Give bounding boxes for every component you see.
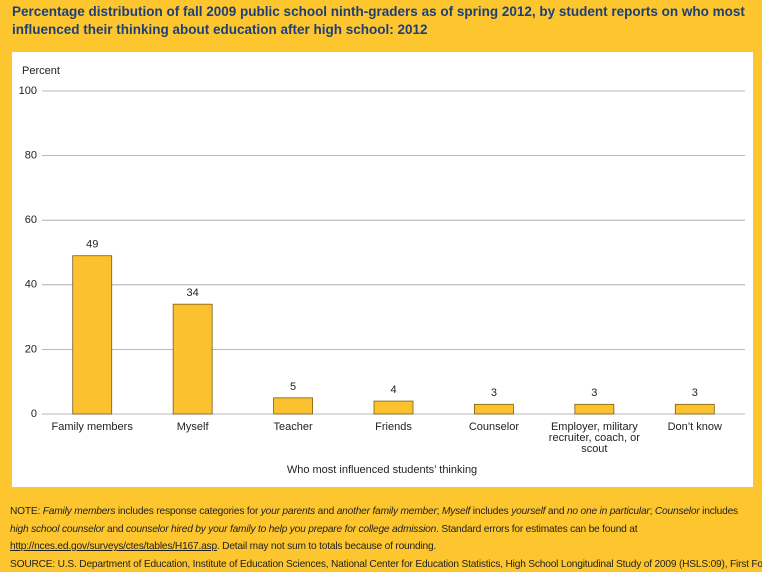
note-segment: includes (699, 506, 738, 517)
x-tick-label: Friends (375, 421, 412, 433)
y-tick-label: 20 (25, 343, 37, 355)
note-segment: no one in particular (566, 506, 650, 517)
y-tick-label: 0 (31, 408, 37, 420)
note-segment: and (104, 523, 127, 535)
note-segment: ; (436, 506, 442, 517)
bar (72, 255, 113, 415)
x-axis-label: Who most influenced students’ thinking (287, 464, 477, 476)
chart-title: Percentage distribution of fall 2009 pub… (12, 4, 745, 37)
note-segment: Family members (42, 506, 116, 517)
bar (373, 400, 414, 415)
note-segment: yourself (511, 506, 546, 517)
bar (273, 397, 313, 415)
note-segment: and (545, 506, 567, 517)
y-tick-label: 60 (25, 214, 37, 226)
note-segment: . Detail may not sum to totals because o… (216, 541, 437, 552)
x-tick-label: Counselor (468, 421, 519, 433)
note-segment: Myself (441, 506, 471, 517)
note-segment: another family member (336, 506, 437, 517)
y-tick-label: 100 (19, 85, 37, 97)
x-tick-label: Teacher (273, 421, 313, 433)
y-axis-label: Percent (22, 65, 60, 77)
note: NOTE: Family members includes response c… (10, 503, 762, 572)
y-tick-label: 40 (25, 279, 37, 291)
note-segment: Counselor (654, 506, 700, 517)
x-tick-label: Family members (51, 421, 133, 433)
y-tick-label: 80 (25, 150, 37, 162)
note-segment: high school counselor (10, 523, 105, 535)
note-segment: NOTE: (10, 506, 43, 517)
value-label: 3 (692, 387, 698, 399)
x-tick-label: Employer, military recruiter, coach, or … (548, 421, 640, 455)
bar (674, 403, 715, 415)
value-label: 4 (390, 384, 396, 396)
note-segment: includes (470, 506, 512, 517)
value-label: 3 (591, 387, 597, 399)
note-segment: . Standard errors for estimates can be f… (436, 523, 638, 535)
value-label: 3 (491, 387, 497, 399)
note-segment: and (315, 506, 337, 517)
note-segment: counselor hired by your family to help y… (126, 523, 437, 535)
x-tick-label: Myself (176, 421, 209, 433)
bar (474, 403, 514, 415)
bar (172, 303, 213, 415)
value-label: 49 (86, 239, 98, 251)
source: SOURCE: U.S. Department of Education, In… (10, 558, 762, 570)
bar (574, 403, 615, 415)
note-segment: your parents (260, 506, 316, 517)
note-segment[interactable]: http://nces.ed.gov/surveys/ctes/tables/H… (10, 541, 217, 552)
plot-panel (12, 52, 753, 487)
value-label: 34 (187, 287, 199, 299)
note-text: NOTE: Family members includes response c… (10, 503, 752, 556)
value-label: 5 (290, 381, 296, 393)
note-segment: ; (649, 506, 655, 517)
note-segment: includes response categories for (115, 506, 261, 517)
x-tick-label: Don’t know (667, 421, 722, 433)
